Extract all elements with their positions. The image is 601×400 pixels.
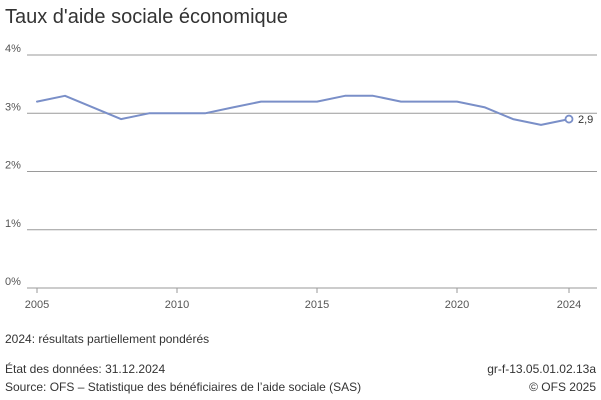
y-tick-label: 2% xyxy=(5,160,21,172)
graphic-code: gr-f-13.05.01.02.13a xyxy=(487,362,596,376)
footnote: 2024: résultats partiellement pondérés xyxy=(5,332,210,346)
copyright: © OFS 2025 xyxy=(529,380,596,394)
data-state: État des données: 31.12.2024 xyxy=(5,362,166,376)
y-tick-label: 3% xyxy=(5,101,21,113)
chart-title: Taux d'aide sociale économique xyxy=(5,6,288,28)
end-value-label: 2,9 xyxy=(578,114,593,126)
y-axis-tick-labels: 0% 1% 2% 3% 4% xyxy=(5,43,21,288)
line-chart: 0% 1% 2% 3% 4% 2005 2010 2015 2020 2024 2,9 xyxy=(5,43,597,311)
y-tick-label: 4% xyxy=(5,43,21,55)
x-tick-label: 2010 xyxy=(165,299,189,311)
x-tick-label: 2015 xyxy=(305,299,329,311)
y-tick-label: 0% xyxy=(5,276,21,288)
series-line xyxy=(36,94,570,126)
grid-lines xyxy=(27,54,597,289)
x-tick-label: 2005 xyxy=(25,299,49,311)
end-marker-layer: 2,9 xyxy=(564,114,593,126)
series-layer xyxy=(36,94,570,126)
end-point-marker xyxy=(564,114,574,124)
y-tick-label: 1% xyxy=(5,218,21,230)
x-tick-label: 2020 xyxy=(445,299,469,311)
x-tick-label: 2024 xyxy=(557,299,581,311)
data-source: Source: OFS – Statistique des bénéficiai… xyxy=(5,380,362,394)
x-axis-tick-labels: 2005 2010 2015 2020 2024 xyxy=(25,288,581,311)
